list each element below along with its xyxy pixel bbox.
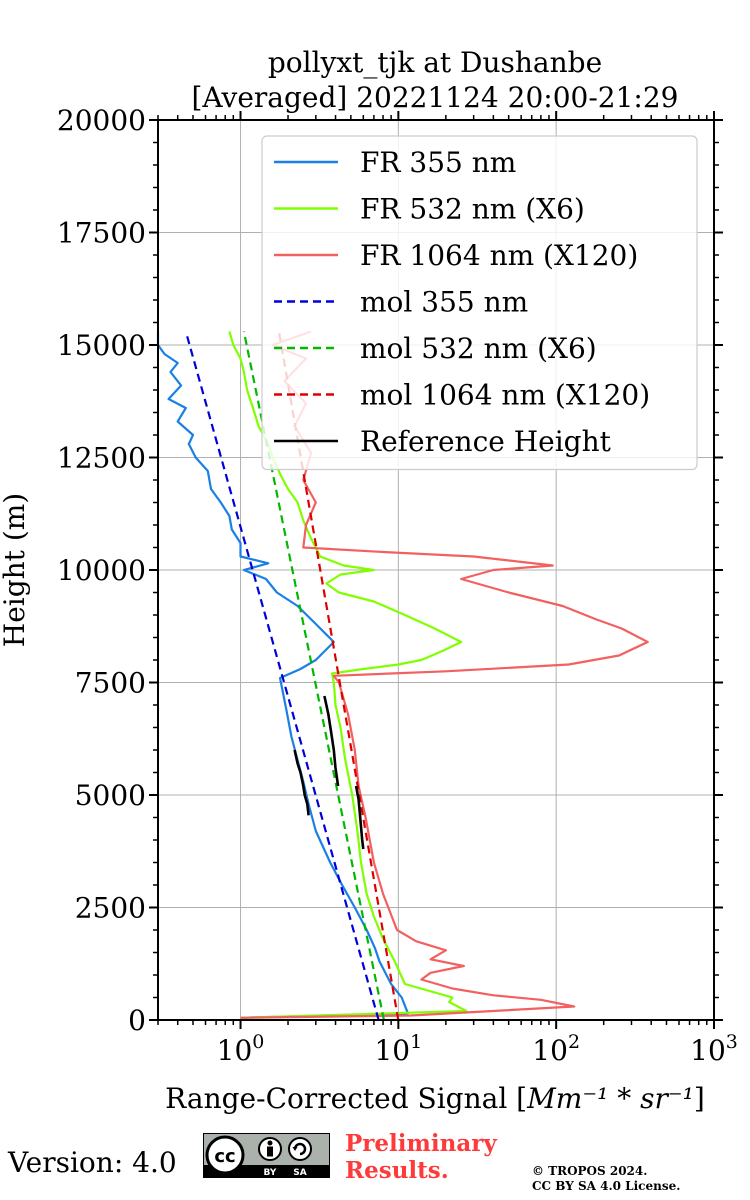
x-axis-label-suffix: ] — [694, 1082, 705, 1115]
y-tick-label: 2500 — [75, 892, 146, 925]
y-tick-label: 12500 — [57, 442, 146, 475]
cc-by-sa-badge[interactable]: cc BY SA — [203, 1133, 330, 1178]
y-tick-labels: 0 2500 5000 7500 10000 12500 15000 17500 20000 — [57, 104, 146, 1037]
cc-sa-text: SA — [293, 1168, 306, 1178]
chart-title-line1: pollyxt_tjk at Dushanbe — [268, 46, 602, 79]
plot-frame — [157, 119, 715, 1021]
y-tick-label: 0 — [128, 1004, 146, 1037]
preliminary-results: Preliminary Results. — [345, 1130, 497, 1184]
copyright-line2: CC BY SA 4.0 License. — [532, 1179, 681, 1193]
legend: FR 355 nm FR 532 nm (X6) FR 1064 nm (X120)… — [261, 135, 698, 471]
y-tick-label: 7500 — [75, 667, 146, 700]
y-tick-label: 5000 — [75, 779, 146, 812]
series-line-reference-height — [293, 749, 310, 816]
version-label: Version: 4.0 — [8, 1146, 177, 1179]
x-axis-label-prefix: Range-Corrected Signal [ — [165, 1082, 527, 1115]
series-layer — [156, 330, 649, 1021]
legend-label: mol 532 nm (X6) — [360, 332, 597, 365]
legend-label: Reference Height — [360, 425, 612, 458]
preliminary-line1: Preliminary — [345, 1130, 497, 1157]
y-axis-label: Height (m) — [0, 493, 31, 647]
legend-label: mol 1064 nm (X120) — [360, 379, 650, 412]
series-line-mol-355-nm — [184, 331, 380, 1021]
series-line-reference-height — [354, 785, 365, 850]
y-tick-label: 10000 — [57, 554, 146, 587]
legend-label: FR 355 nm — [360, 146, 516, 179]
cc-by-text: BY — [264, 1168, 277, 1178]
series-line-fr-355-nm — [156, 331, 409, 1019]
x-tick-label: 103 — [690, 1031, 738, 1067]
legend-label: FR 1064 nm (X120) — [360, 239, 638, 272]
series-line-fr-1064-nm-x120 — [240, 330, 649, 1019]
x-axis-label: Range-Corrected Signal [Mm⁻¹ * sr⁻¹] — [165, 1082, 705, 1115]
legend-label: FR 532 nm (X6) — [360, 193, 585, 226]
x-tick-label: 101 — [374, 1031, 422, 1067]
series-line-reference-height — [323, 695, 340, 787]
copyright-notice: © TROPOS 2024. CC BY SA 4.0 License. — [532, 1164, 680, 1194]
x-tick-label: 100 — [217, 1031, 265, 1067]
legend-label: mol 355 nm — [360, 286, 528, 319]
x-tick-label: 102 — [532, 1031, 580, 1067]
x-tick-labels: 100 101 102 103 — [217, 1031, 738, 1067]
y-tick-label: 17500 — [57, 217, 146, 250]
chart-title-line2: [Averaged] 20221124 20:00-21:29 — [192, 81, 679, 114]
legend-box — [261, 135, 698, 471]
y-tick-label: 20000 — [57, 104, 146, 137]
x-axis-label-math: Mm⁻¹ * sr⁻¹ — [526, 1082, 694, 1115]
cc-logo-text: cc — [214, 1146, 235, 1167]
preliminary-line2: Results. — [345, 1157, 449, 1184]
sa-icon — [288, 1137, 312, 1161]
copyright-line1: © TROPOS 2024. — [532, 1164, 648, 1178]
y-tick-label: 15000 — [57, 329, 146, 362]
